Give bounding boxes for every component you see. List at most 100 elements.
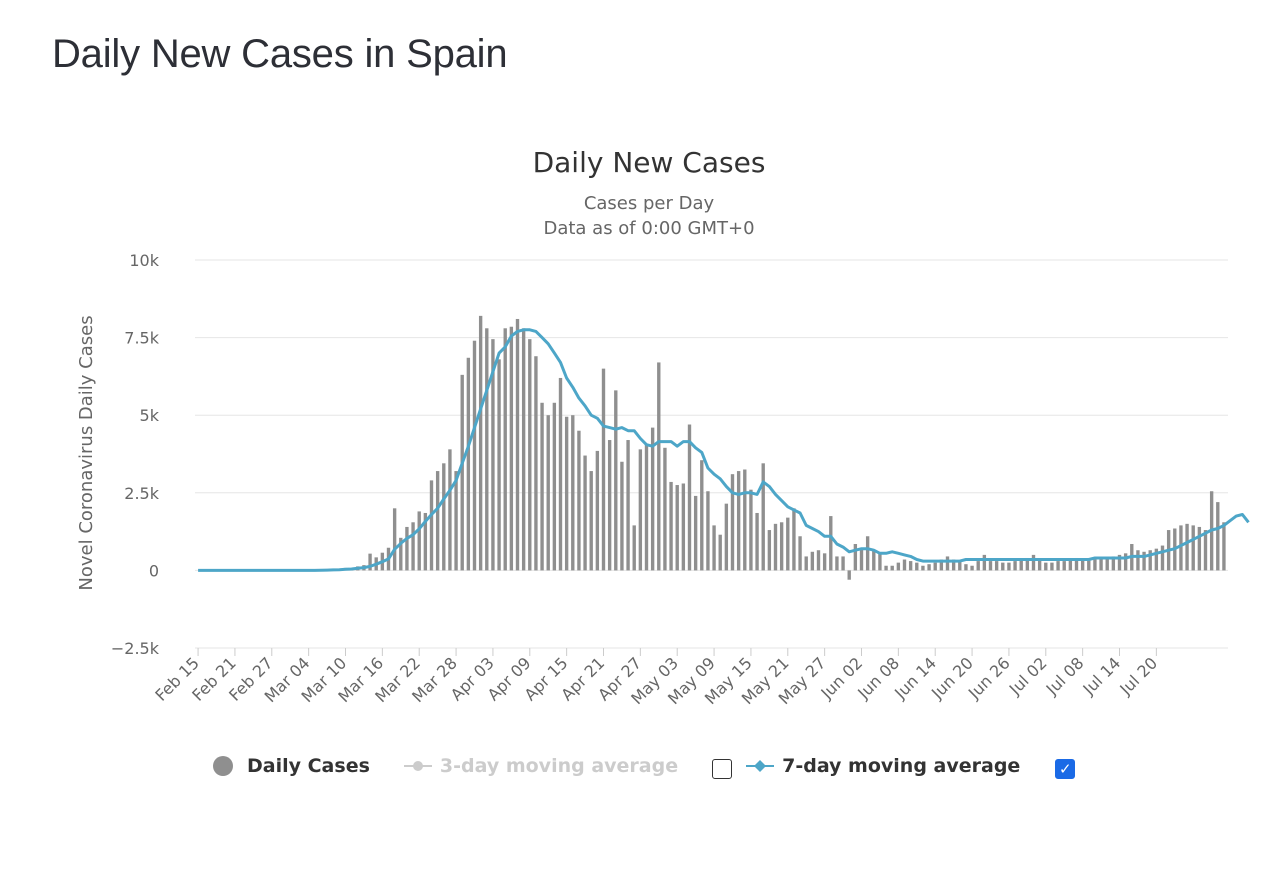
bar-daily-cases[interactable] — [558, 377, 563, 571]
bar-daily-cases[interactable] — [472, 340, 477, 571]
bar-daily-cases[interactable] — [835, 556, 839, 571]
bar-daily-cases[interactable] — [915, 562, 919, 571]
bar-daily-cases[interactable] — [792, 508, 796, 571]
bar-daily-cases[interactable] — [1179, 525, 1183, 571]
bar-daily-cases[interactable] — [847, 570, 851, 580]
bar-daily-cases[interactable] — [1001, 562, 1005, 571]
bar-daily-cases[interactable] — [405, 526, 409, 571]
bar-daily-cases[interactable] — [700, 460, 704, 571]
bar-daily-cases[interactable] — [933, 562, 937, 571]
bar-daily-cases[interactable] — [1185, 523, 1189, 571]
bar-daily-cases[interactable] — [583, 455, 587, 571]
line-7day-moving-average[interactable] — [198, 328, 1250, 572]
bar-daily-cases[interactable] — [1142, 551, 1146, 571]
bar-daily-cases[interactable] — [1203, 530, 1208, 571]
bar-daily-cases[interactable] — [577, 430, 581, 571]
bar-daily-cases[interactable] — [442, 463, 446, 571]
bar-daily-cases[interactable] — [976, 561, 980, 571]
bar-daily-cases[interactable] — [1062, 561, 1066, 571]
bar-daily-cases[interactable] — [921, 565, 925, 571]
bar-daily-cases[interactable] — [890, 565, 894, 571]
bar-daily-cases[interactable] — [435, 471, 440, 571]
bar-daily-cases[interactable] — [564, 416, 569, 571]
bar-daily-cases[interactable] — [939, 559, 944, 571]
bar-daily-cases[interactable] — [417, 511, 421, 571]
bar-daily-cases[interactable] — [675, 485, 679, 571]
bar-daily-cases[interactable] — [822, 553, 827, 571]
bar-daily-cases[interactable] — [626, 440, 630, 571]
bar-daily-cases[interactable] — [951, 559, 956, 571]
bar-daily-cases[interactable] — [927, 564, 931, 571]
bar-daily-cases[interactable] — [1136, 550, 1140, 571]
bar-daily-cases[interactable] — [958, 561, 962, 571]
bar-daily-cases[interactable] — [779, 522, 784, 571]
bar-daily-cases[interactable] — [1019, 559, 1023, 571]
bar-daily-cases[interactable] — [706, 491, 710, 571]
bar-daily-cases[interactable] — [1222, 522, 1226, 571]
bar-daily-cases[interactable] — [687, 424, 692, 571]
bar-daily-cases[interactable] — [614, 390, 618, 571]
bar-daily-cases[interactable] — [1105, 557, 1109, 571]
bar-daily-cases[interactable] — [1031, 554, 1036, 571]
bar-daily-cases[interactable] — [534, 356, 538, 571]
bar-daily-cases[interactable] — [896, 562, 901, 571]
bar-daily-cases[interactable] — [798, 536, 802, 571]
bar-daily-cases[interactable] — [509, 326, 514, 571]
bar-daily-cases[interactable] — [663, 447, 667, 571]
bar-daily-cases[interactable] — [902, 559, 907, 571]
bar-daily-cases[interactable] — [392, 508, 397, 571]
bar-daily-cases[interactable] — [994, 561, 999, 571]
bar-daily-cases[interactable] — [970, 565, 974, 571]
bar-daily-cases[interactable] — [638, 449, 643, 571]
bar-daily-cases[interactable] — [552, 402, 557, 571]
7day-average-checkbox[interactable]: ✓ — [1055, 759, 1076, 779]
bar-daily-cases[interactable] — [571, 415, 575, 571]
3day-average-checkbox[interactable] — [712, 759, 733, 779]
bar-daily-cases[interactable] — [521, 328, 526, 571]
bar-daily-cases[interactable] — [644, 444, 649, 571]
bar-daily-cases[interactable] — [497, 359, 501, 571]
bar-daily-cases[interactable] — [601, 368, 606, 571]
bar-daily-cases[interactable] — [478, 315, 483, 571]
bar-daily-cases[interactable] — [908, 561, 913, 571]
bar-daily-cases[interactable] — [657, 362, 661, 571]
bar-daily-cases[interactable] — [1007, 562, 1011, 571]
bar-daily-cases[interactable] — [743, 469, 747, 571]
bar-daily-cases[interactable] — [460, 374, 464, 571]
bar-daily-cases[interactable] — [749, 489, 753, 571]
bar-daily-cases[interactable] — [528, 339, 532, 571]
bar-daily-cases[interactable] — [786, 517, 790, 571]
bar-daily-cases[interactable] — [607, 440, 612, 571]
bar-daily-cases[interactable] — [1197, 526, 1202, 571]
bar-daily-cases[interactable] — [411, 522, 415, 571]
bar-daily-cases[interactable] — [1160, 545, 1165, 571]
legend-item-3day-average[interactable]: 3-day moving average — [403, 755, 678, 777]
bar-daily-cases[interactable] — [736, 471, 741, 571]
bar-daily-cases[interactable] — [1216, 502, 1220, 571]
bar-daily-cases[interactable] — [1080, 559, 1085, 571]
bar-daily-cases[interactable] — [1099, 557, 1103, 571]
bar-daily-cases[interactable] — [1148, 550, 1152, 571]
bar-daily-cases[interactable] — [466, 357, 471, 571]
bar-daily-cases[interactable] — [816, 550, 821, 571]
bar-daily-cases[interactable] — [724, 503, 729, 571]
daily-cases-bars[interactable] — [294, 315, 1226, 580]
bar-daily-cases[interactable] — [755, 512, 759, 571]
bar-daily-cases[interactable] — [589, 471, 593, 571]
bar-daily-cases[interactable] — [632, 525, 636, 571]
bar-daily-cases[interactable] — [650, 427, 655, 571]
legend-item-7day-average[interactable]: 7-day moving average — [746, 755, 1020, 777]
bar-daily-cases[interactable] — [595, 450, 600, 571]
bar-daily-cases[interactable] — [730, 474, 735, 571]
bar-daily-cases[interactable] — [491, 339, 495, 571]
bar-daily-cases[interactable] — [454, 471, 458, 571]
bar-daily-cases[interactable] — [485, 328, 489, 571]
bar-daily-cases[interactable] — [964, 564, 968, 571]
bar-daily-cases[interactable] — [1087, 557, 1091, 571]
bar-daily-cases[interactable] — [1044, 562, 1048, 571]
bar-daily-cases[interactable] — [712, 525, 716, 571]
bar-daily-cases[interactable] — [448, 449, 452, 571]
bar-daily-cases[interactable] — [1123, 553, 1128, 571]
bar-daily-cases[interactable] — [1191, 525, 1195, 571]
bar-daily-cases[interactable] — [872, 550, 876, 571]
